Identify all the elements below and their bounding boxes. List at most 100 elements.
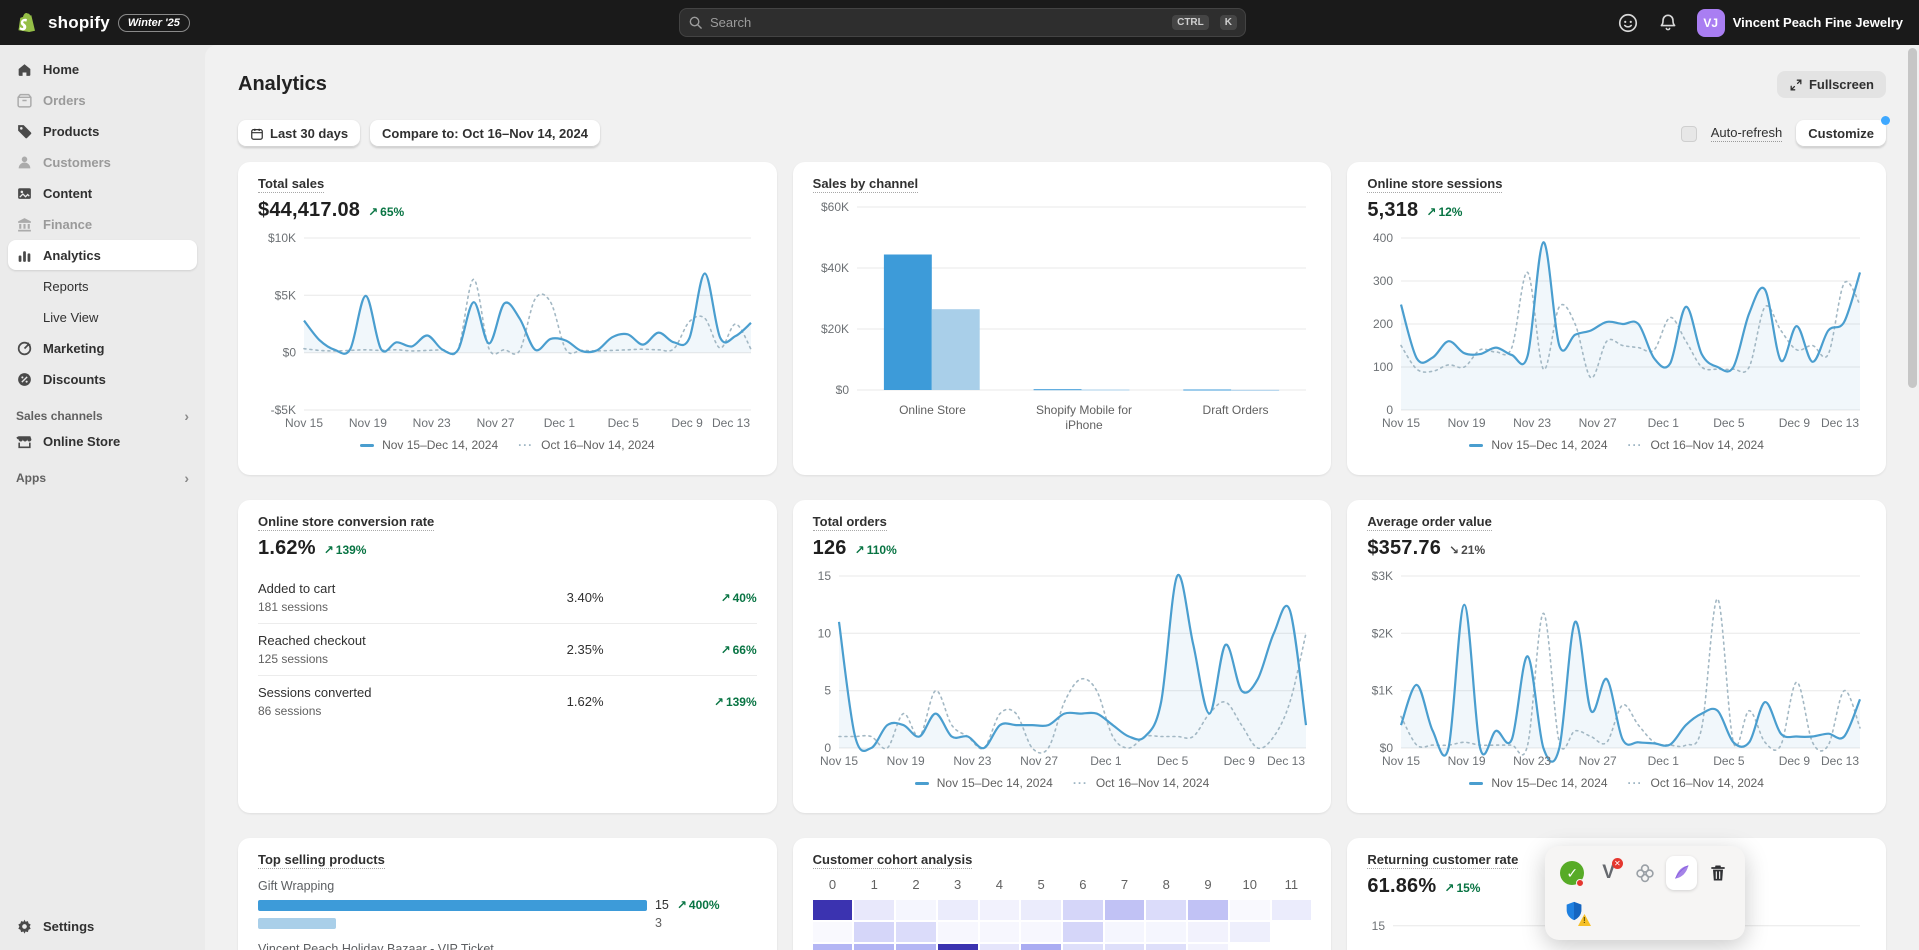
funnel-step-label: Added to cart bbox=[258, 581, 336, 596]
store-account-menu[interactable]: VJ Vincent Peach Fine Jewelry bbox=[1696, 8, 1903, 37]
sidebar-item-label: Products bbox=[43, 123, 100, 139]
svg-text:Nov 19: Nov 19 bbox=[886, 754, 924, 768]
svg-text:$2K: $2K bbox=[1372, 626, 1393, 640]
card-customer-cohort-analysis: Customer cohort analysis 0 1 2 3 4 5 6 7 8 9 10 11 bbox=[792, 838, 1332, 950]
card-title: Total orders bbox=[812, 514, 887, 531]
cohort-column-label: 2 bbox=[912, 877, 920, 892]
auto-refresh-label[interactable]: Auto-refresh bbox=[1710, 125, 1783, 142]
cohort-cell bbox=[937, 922, 978, 942]
svg-text:Dec 5: Dec 5 bbox=[608, 416, 640, 430]
extension-grammar-check-icon[interactable]: ✓ bbox=[1557, 856, 1587, 890]
svg-text:Nov 19: Nov 19 bbox=[1448, 754, 1486, 768]
card-top-selling-products: Top selling products Gift Wrapping 15 400%… bbox=[238, 838, 777, 950]
cohort-cell bbox=[854, 900, 895, 920]
card-total-sales: Total sales $44,417.08 65% $10K $5K $0 -$5K… bbox=[238, 162, 777, 475]
sidebar-section-apps[interactable]: Apps › bbox=[16, 470, 189, 486]
svg-text:Nov 19: Nov 19 bbox=[1448, 416, 1486, 430]
extension-feather-icon[interactable] bbox=[1666, 856, 1697, 890]
shopify-logo[interactable]: shopify Winter '25 bbox=[16, 11, 190, 35]
release-badge[interactable]: Winter '25 bbox=[117, 13, 190, 32]
store-avatar: VJ bbox=[1696, 8, 1725, 37]
product-item: Vincent Peach Holiday Bazaar - VIP Ticke… bbox=[258, 942, 757, 950]
section-label: Apps bbox=[16, 471, 46, 485]
legend-current-label: Nov 15–Dec 14, 2024 bbox=[936, 776, 1053, 790]
cohort-column-label: 6 bbox=[1079, 877, 1087, 892]
extension-shield-warning-icon[interactable] bbox=[1557, 894, 1591, 928]
svg-text:Nov 23: Nov 23 bbox=[1513, 754, 1551, 768]
cohort-column-label: 4 bbox=[995, 877, 1003, 892]
funnel-step-label: Reached checkout bbox=[258, 633, 366, 648]
search-input[interactable]: Search CTRL K bbox=[679, 8, 1246, 37]
auto-refresh-checkbox[interactable] bbox=[1680, 125, 1697, 142]
marketing-icon bbox=[16, 340, 33, 357]
fullscreen-button[interactable]: Fullscreen bbox=[1776, 71, 1886, 98]
sidebar-item-marketing[interactable]: Marketing bbox=[8, 333, 197, 363]
card-title: Online store sessions bbox=[1367, 176, 1503, 193]
svg-text:Nov 15: Nov 15 bbox=[1382, 416, 1420, 430]
sidebar-item-online-store[interactable]: Online Store bbox=[8, 426, 197, 456]
legend-current-swatch bbox=[360, 443, 375, 447]
cohort-cell bbox=[1104, 900, 1145, 920]
card-title: Average order value bbox=[1367, 514, 1492, 531]
product-current-value: 15 bbox=[654, 898, 669, 912]
svg-text:Nov 15: Nov 15 bbox=[1382, 754, 1420, 768]
extension-clover-icon[interactable] bbox=[1630, 856, 1660, 890]
cohort-heatmap: 0 1 2 3 4 5 6 7 8 9 10 11 bbox=[812, 877, 1312, 950]
cohort-row bbox=[812, 922, 1312, 942]
sidebar-item-live-view[interactable]: Live View bbox=[8, 302, 197, 332]
legend-previous-swatch: ··· bbox=[518, 438, 534, 452]
orders-icon bbox=[16, 92, 33, 109]
cohort-column-label: 7 bbox=[1120, 877, 1129, 892]
svg-text:Nov 15: Nov 15 bbox=[285, 416, 323, 430]
cohort-cell bbox=[1104, 922, 1145, 942]
card-average-order-value: Average order value $357.76 21% $3K $2K $1… bbox=[1347, 500, 1886, 813]
card-conversion-rate: Online store conversion rate 1.62% 139% … bbox=[238, 500, 777, 813]
sidebar-item-settings[interactable]: Settings bbox=[8, 911, 197, 941]
sidekick-icon[interactable] bbox=[1617, 12, 1639, 34]
finance-icon bbox=[16, 216, 33, 233]
search-placeholder: Search bbox=[710, 15, 752, 30]
sidebar-item-customers: Customers bbox=[8, 147, 197, 177]
cohort-column-label: 8 bbox=[1162, 877, 1170, 892]
svg-text:$1K: $1K bbox=[1372, 684, 1393, 698]
svg-text:Dec 9: Dec 9 bbox=[1223, 754, 1255, 768]
sidebar-item-products[interactable]: Products bbox=[8, 116, 197, 146]
sidebar-item-label: Live View bbox=[43, 309, 99, 325]
page-scrollbar[interactable] bbox=[1908, 48, 1917, 388]
cohort-column-label: 0 bbox=[828, 877, 837, 892]
compare-to-button[interactable]: Compare to: Oct 16–Nov 14, 2024 bbox=[370, 120, 600, 147]
svg-text:Dec 5: Dec 5 bbox=[1157, 754, 1189, 768]
svg-text:200: 200 bbox=[1373, 317, 1393, 331]
extension-v-blocked-icon[interactable]: V ✕ bbox=[1593, 856, 1623, 890]
cohort-cell bbox=[1062, 944, 1103, 950]
card-title: Top selling products bbox=[258, 852, 385, 869]
cohort-cell bbox=[1188, 900, 1228, 920]
cohort-column-label: 3 bbox=[954, 877, 962, 892]
cohort-cell bbox=[854, 944, 895, 950]
store-icon bbox=[16, 433, 33, 450]
svg-text:Dec 13: Dec 13 bbox=[712, 416, 750, 430]
cohort-cell bbox=[1062, 922, 1103, 942]
date-range-button[interactable]: Last 30 days bbox=[238, 120, 361, 147]
funnel-row-sessions-converted: Sessions converted 86 sessions 1.62% 139% bbox=[258, 676, 757, 727]
sidebar-item-analytics[interactable]: Analytics bbox=[8, 240, 197, 270]
total-sales-change: 65% bbox=[368, 205, 404, 219]
sidebar-section-sales-channels[interactable]: Sales channels › bbox=[16, 408, 189, 424]
cohort-column-label: 5 bbox=[1037, 877, 1045, 892]
sidebar-item-content[interactable]: Content bbox=[8, 178, 197, 208]
sidebar-item-home[interactable]: Home bbox=[8, 54, 197, 84]
products-icon bbox=[16, 123, 33, 140]
customize-button[interactable]: Customize bbox=[1796, 120, 1886, 147]
kbd-k: K bbox=[1219, 15, 1237, 30]
notifications-bell-icon[interactable] bbox=[1657, 12, 1679, 34]
sidebar-item-discounts[interactable]: Discounts bbox=[8, 364, 197, 394]
card-online-store-sessions: Online store sessions 5,318 12% 400 300 20… bbox=[1347, 162, 1886, 475]
cohort-cell bbox=[1146, 900, 1187, 920]
sidebar-item-reports[interactable]: Reports bbox=[8, 271, 197, 301]
sessions-value: 5,318 bbox=[1367, 199, 1419, 221]
cohort-row bbox=[812, 944, 1312, 950]
cohort-cell bbox=[812, 922, 853, 942]
extension-trash-icon[interactable] bbox=[1703, 856, 1733, 890]
svg-text:Dec 5: Dec 5 bbox=[1714, 416, 1746, 430]
